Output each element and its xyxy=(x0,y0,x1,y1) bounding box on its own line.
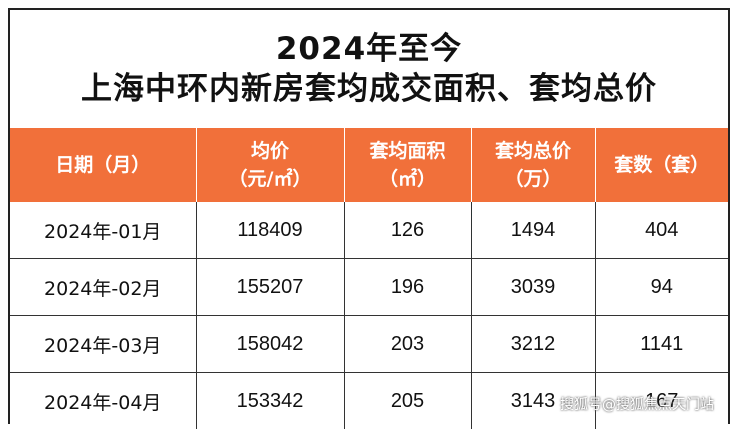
header-row: 日期（月） 均价 （元/㎡） 套均面积 （㎡） 套均总价 （万） 套数（套） xyxy=(10,128,728,202)
title-block: 2024年至今 上海中环内新房套均成交面积、套均总价 xyxy=(10,10,728,128)
header-avg-total: 套均总价 （万） xyxy=(471,128,596,202)
title-line-2: 上海中环内新房套均成交面积、套均总价 xyxy=(81,71,657,107)
header-date: 日期（月） xyxy=(10,128,197,202)
header-units-label: 套数（套） xyxy=(614,154,710,176)
cell-avg-area: 203 xyxy=(344,315,472,373)
cell-units: 167 xyxy=(595,372,728,429)
header-avg-area-label: 套均面积 xyxy=(369,140,446,162)
header-avg-price-unit: （元/㎡） xyxy=(228,168,312,190)
cell-units: 404 xyxy=(595,202,728,259)
cell-units: 1141 xyxy=(595,315,728,373)
data-table: 日期（月） 均价 （元/㎡） 套均面积 （㎡） 套均总价 （万） 套数（套） xyxy=(10,128,728,429)
cell-avg-area: 205 xyxy=(344,372,472,429)
cell-month: 2024年-04月 xyxy=(10,372,197,429)
cell-avg-total: 3143 xyxy=(471,372,596,429)
table-row: 2024年-03月 158042 203 3212 1141 xyxy=(10,315,728,373)
cell-avg-total: 3039 xyxy=(471,258,596,316)
cell-avg-price: 118409 xyxy=(196,202,345,259)
cell-month: 2024年-01月 xyxy=(10,202,197,259)
header-avg-area: 套均面积 （㎡） xyxy=(344,128,472,202)
table-row: 2024年-01月 118409 126 1494 404 xyxy=(10,202,728,259)
cell-units: 94 xyxy=(595,258,728,316)
cell-avg-total: 1494 xyxy=(471,202,596,259)
title-line-1: 2024年至今 xyxy=(275,31,463,67)
table-frame: 2024年至今 上海中环内新房套均成交面积、套均总价 日期（月） 均价 （元/㎡… xyxy=(8,8,730,429)
header-units: 套数（套） xyxy=(595,128,728,202)
cell-avg-price: 158042 xyxy=(196,315,345,373)
cell-avg-total: 3212 xyxy=(471,315,596,373)
cell-avg-price: 153342 xyxy=(196,372,345,429)
header-avg-price: 均价 （元/㎡） xyxy=(196,128,345,202)
table-row: 2024年-02月 155207 196 3039 94 xyxy=(10,258,728,316)
table-row: 2024年-04月 153342 205 3143 167 xyxy=(10,372,728,429)
watermark: 搜狐号@搜狐焦点天门站 xyxy=(560,397,714,413)
cell-month: 2024年-02月 xyxy=(10,258,197,316)
cell-avg-price: 155207 xyxy=(196,258,345,316)
cell-month: 2024年-03月 xyxy=(10,315,197,373)
header-avg-area-unit: （㎡） xyxy=(378,168,436,190)
header-avg-total-unit: （万） xyxy=(504,168,562,190)
cell-avg-area: 126 xyxy=(344,202,472,259)
header-avg-total-label: 套均总价 xyxy=(494,140,571,162)
header-avg-price-label: 均价 xyxy=(250,140,289,162)
header-date-label: 日期（月） xyxy=(55,154,151,176)
cell-avg-area: 196 xyxy=(344,258,472,316)
